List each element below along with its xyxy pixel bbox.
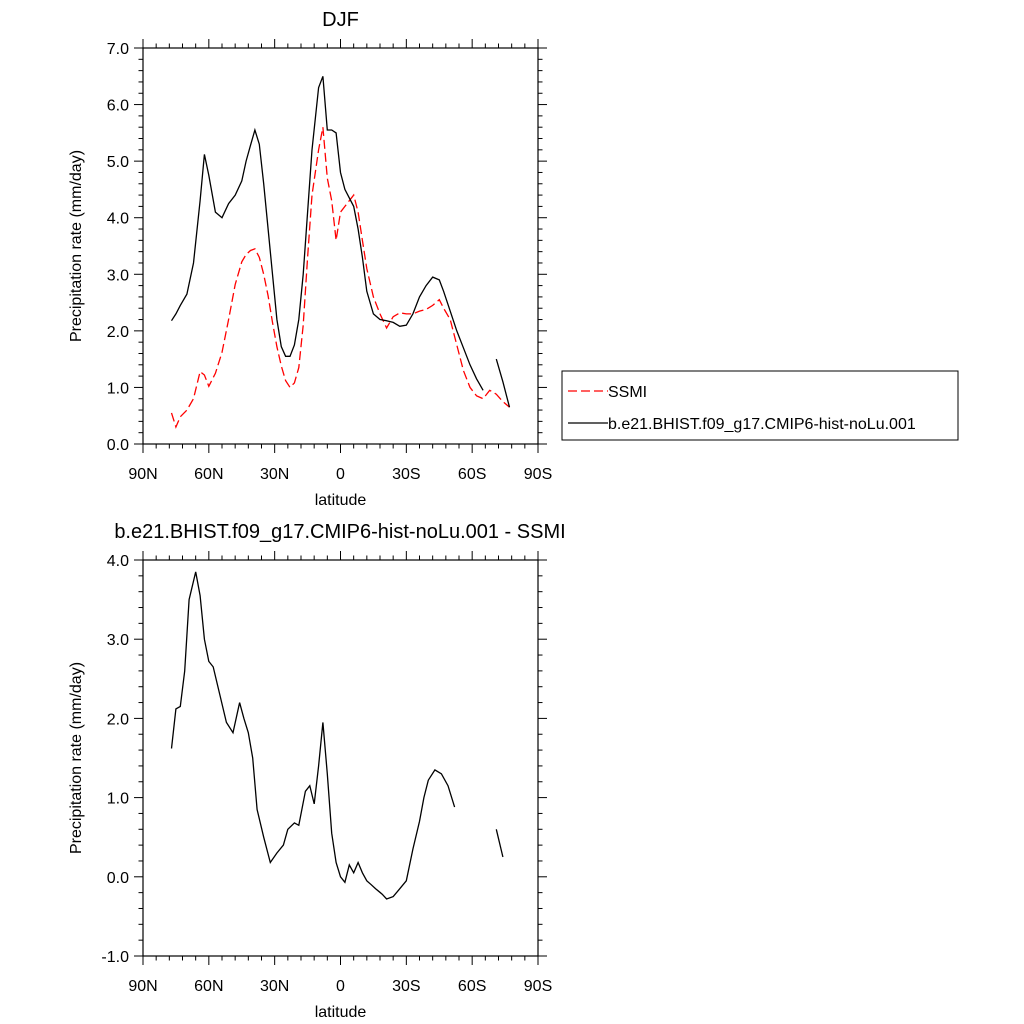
series-line-model [170, 76, 484, 391]
x-tick-label: 90N [128, 978, 157, 995]
panel-difference: -1.0 0.0 1.0 2.0 3.0 4.0 90N 60N 30N 0 30S 60S 90S b.… [68, 521, 566, 1021]
y-tick-label: 3.0 [107, 632, 129, 649]
y-tick-label: 7.0 [107, 41, 129, 58]
y-tick-label: 2.0 [107, 324, 129, 341]
y-tick-label: 4.0 [107, 553, 129, 570]
legend-label: SSMI [608, 384, 647, 401]
y-tick-label: 1.0 [107, 791, 129, 808]
y-tick-label: 1.0 [107, 380, 129, 397]
panel-djf: 0.0 1.0 2.0 3.0 4.0 5.0 6.0 7.0 90N 60N 30N 0 30S 60S… [68, 9, 552, 509]
legend-box [561, 370, 959, 441]
series-line-model [495, 829, 504, 858]
series-line-model [170, 571, 456, 900]
legend: SSMI b.e21.BHIST.f09_g17.CMIP6-hist-noLu.… [561, 370, 959, 441]
x-tick-label: 0 [336, 466, 345, 483]
x-tick-label: 30N [260, 978, 289, 995]
y-tick-label: 6.0 [107, 98, 129, 115]
series-line-ssmi [170, 127, 510, 429]
x-tick-label: 90S [524, 466, 552, 483]
x-tick-label: 60N [194, 978, 223, 995]
x-tick-label: 90S [524, 978, 552, 995]
x-tick-label: 90N [128, 466, 157, 483]
x-tick-label: 30S [392, 978, 420, 995]
y-tick-label: 0.0 [107, 870, 129, 887]
x-axis-label: latitude [315, 492, 367, 509]
y-tick-label: 0.0 [107, 437, 129, 454]
x-tick-label: 60S [458, 978, 486, 995]
x-axis-label: latitude [315, 1004, 367, 1021]
chart-title: DJF [322, 9, 359, 31]
y-tick-label: 3.0 [107, 267, 129, 284]
y-tick-label: -1.0 [101, 949, 129, 966]
y-axis-label: Precipitation rate (mm/day) [68, 150, 85, 342]
x-tick-label: 60S [458, 466, 486, 483]
y-tick-label: 4.0 [107, 211, 129, 228]
x-tick-label: 60N [194, 466, 223, 483]
x-tick-label: 30S [392, 466, 420, 483]
legend-label: b.e21.BHIST.f09_g17.CMIP6-hist-noLu.001 [608, 416, 916, 433]
x-tick-label: 0 [336, 978, 345, 995]
y-tick-label: 5.0 [107, 154, 129, 171]
chart-title: b.e21.BHIST.f09_g17.CMIP6-hist-noLu.001 … [114, 521, 565, 543]
x-tick-label: 30N [260, 466, 289, 483]
y-axis-label: Precipitation rate (mm/day) [68, 662, 85, 854]
series-line-model [495, 358, 511, 408]
y-tick-label: 2.0 [107, 711, 129, 728]
